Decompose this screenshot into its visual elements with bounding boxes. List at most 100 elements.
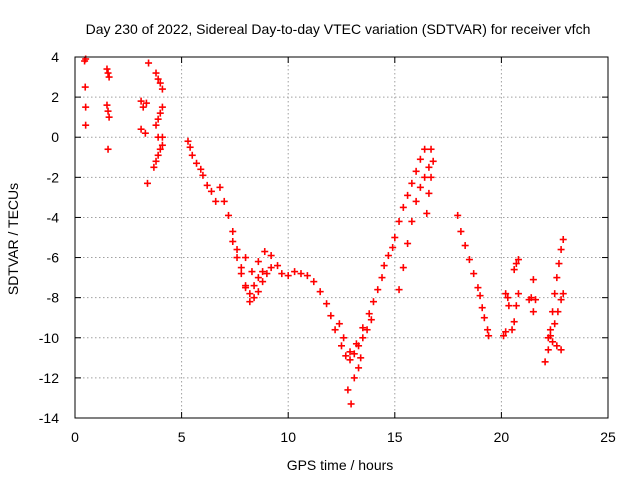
data-point-marker [233,246,241,254]
data-point-marker [484,326,492,334]
data-point-marker [284,272,292,280]
data-point-marker [508,326,516,334]
data-point-marker [297,270,305,278]
data-point-marker [229,238,237,246]
data-point-marker [82,103,90,111]
data-point-marker [220,197,228,205]
data-point-marker [154,115,162,123]
x-tick-label: 5 [178,429,186,445]
data-point-marker [141,129,149,137]
data-point-marker [156,79,164,87]
data-point-marker [478,304,486,312]
data-point-marker [359,324,367,332]
data-point-marker [199,171,207,179]
data-point-marker [254,288,262,296]
data-point-marker [143,179,151,187]
data-point-marker [399,264,407,272]
data-point-marker [267,252,275,260]
y-tick-label: -10 [39,330,59,346]
data-point-marker [389,244,397,252]
data-point-marker [404,191,412,199]
data-point-marker [237,270,245,278]
data-point-marker [408,217,416,225]
data-point-marker [310,278,318,286]
data-point-marker [158,141,166,149]
data-point-marker [316,288,324,296]
data-point-marker [246,298,254,306]
data-point-marker [500,332,508,340]
data-point-marker [359,334,367,342]
data-point-marker [274,262,282,270]
data-point-marker [384,252,392,260]
data-point-marker [457,227,465,235]
y-tick-label: -2 [47,169,60,185]
data-point-marker [557,296,565,304]
data-point-marker [331,326,339,334]
data-point-marker [480,314,488,322]
data-point-marker [512,302,520,310]
data-point-marker [254,274,262,282]
data-point-marker [544,346,552,354]
x-tick-label: 10 [280,429,296,445]
data-point-marker [250,294,258,302]
data-point-marker [237,264,245,272]
data-point-marker [350,350,358,358]
data-point-marker [546,326,554,334]
data-point-marker [553,342,561,350]
data-point-marker [254,258,262,266]
x-tick-label: 20 [494,429,510,445]
data-point-marker [365,310,373,318]
data-point-marker [551,320,559,328]
data-point-marker [346,356,354,364]
data-point-marker [207,187,215,195]
chart-title: Day 230 of 2022, Sidereal Day-to-day VTE… [86,21,591,37]
data-point-marker [259,278,267,286]
data-point-marker [242,254,250,262]
data-point-marker [335,320,343,328]
data-point-marker [416,155,424,163]
data-point-marker [104,107,112,115]
data-point-marker [512,260,520,268]
y-tick-label: 2 [51,89,59,105]
data-point-marker [557,346,565,354]
data-point-marker [186,143,194,151]
data-point-marker [263,270,271,278]
y-tick-label: 4 [51,49,59,65]
data-point-marker [395,217,403,225]
data-point-marker [423,209,431,217]
data-point-marker [225,211,233,219]
data-point-marker [541,358,549,366]
data-point-marker [470,270,478,278]
data-point-marker [412,167,420,175]
y-tick-label: -4 [47,209,60,225]
x-tick-label: 15 [387,429,403,445]
data-point-marker [216,183,224,191]
data-point-marker [104,145,112,153]
data-point-marker [546,332,554,340]
data-point-marker [105,113,113,121]
data-point-marker [427,145,435,153]
data-point-marker [352,340,360,348]
data-point-marker [154,75,162,83]
data-point-marker [502,328,510,336]
data-point-marker [105,73,113,81]
data-point-marker [510,318,518,326]
data-point-marker [152,157,160,165]
data-point-marker [374,286,382,294]
data-point-marker [529,276,537,284]
data-point-marker [139,103,147,111]
data-point-marker [527,294,535,302]
data-point-marker [327,312,335,320]
data-point-marker [259,268,267,276]
data-point-marker [323,300,331,308]
y-tick-label: 0 [51,129,59,145]
data-point-marker [529,308,537,316]
y-tick-labels: -14 -12 -10 -8 -6 -4 -2 0 2 4 [39,49,59,426]
data-point-marker [233,254,241,262]
data-point-marker [158,133,166,141]
data-point-marker [551,290,559,298]
x-tick-label: 0 [71,429,79,445]
data-point-marker [103,101,111,109]
data-point-marker [465,256,473,264]
